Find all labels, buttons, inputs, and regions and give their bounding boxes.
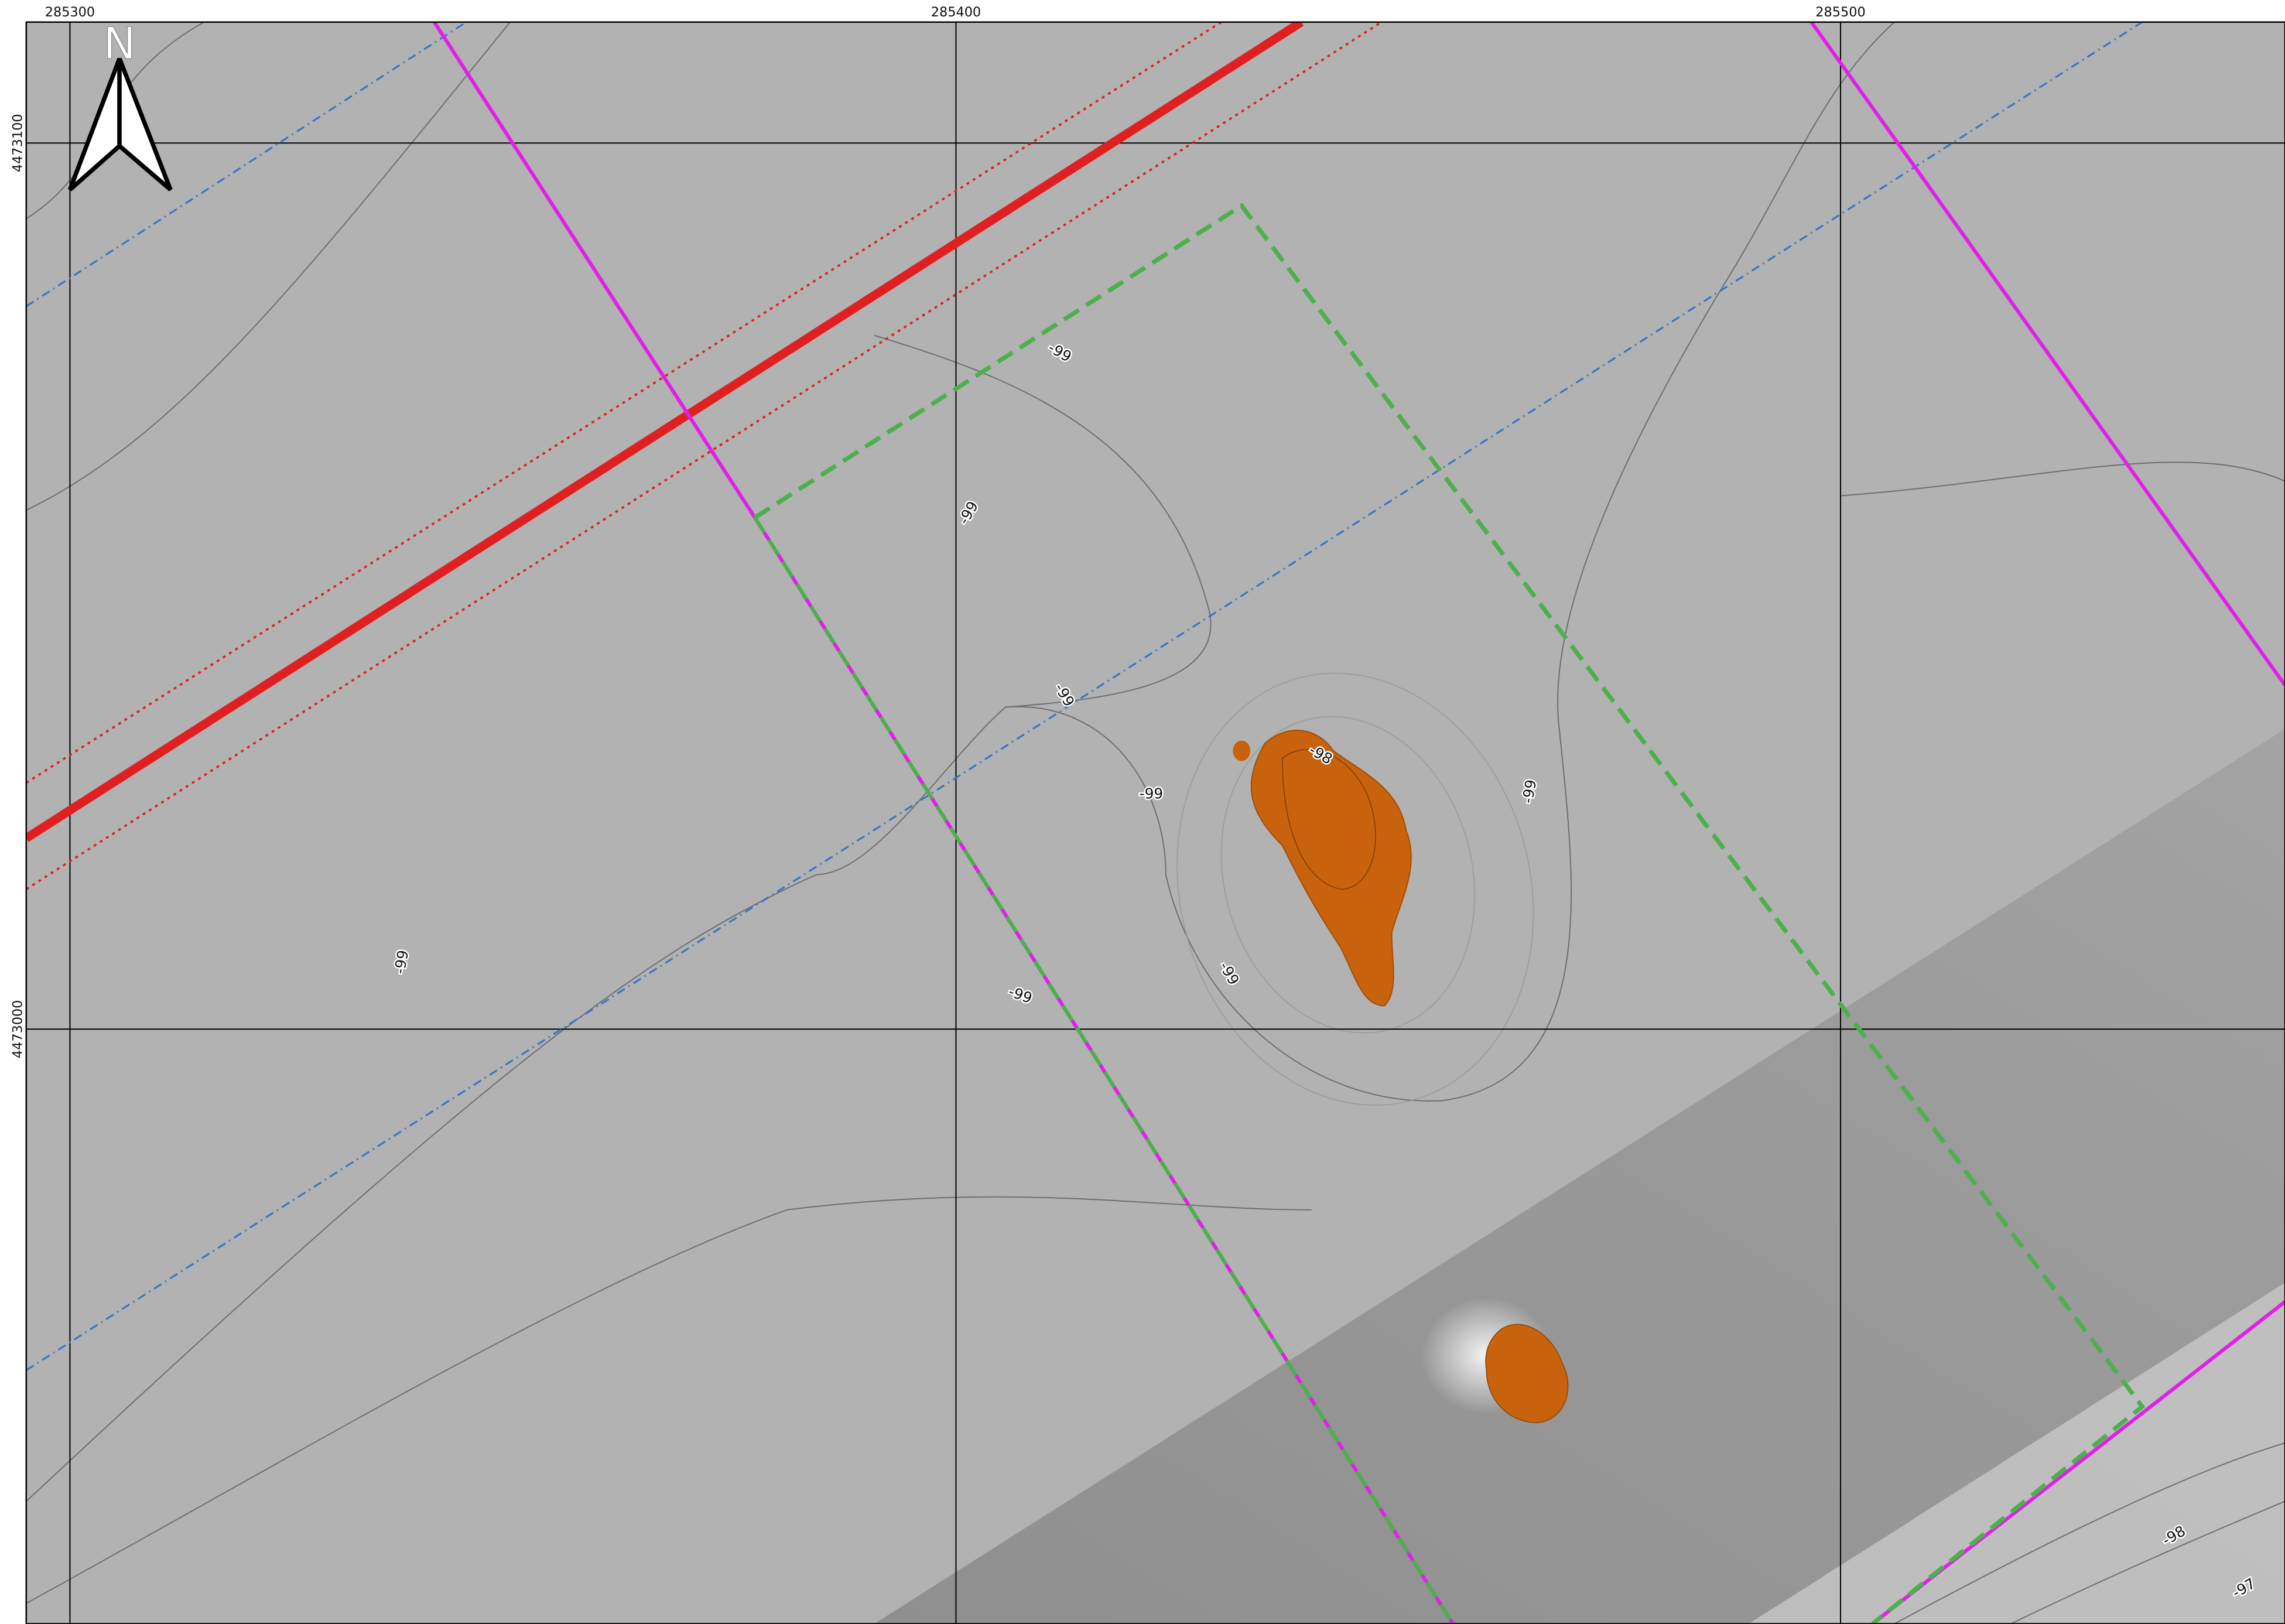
contours bbox=[26, 22, 2285, 1624]
shallow-area bbox=[1749, 1283, 2285, 1624]
feature bbox=[1233, 740, 1251, 761]
contour-label: -99 bbox=[1140, 785, 1164, 802]
grid bbox=[26, 22, 2285, 1624]
feature bbox=[1250, 730, 1412, 1007]
y-grid-label: 4473000 bbox=[10, 1000, 25, 1058]
cable-route bbox=[26, 22, 1304, 842]
north-label: N bbox=[103, 18, 136, 69]
x-grid-label: 285400 bbox=[931, 5, 981, 20]
y-grid-label: 4473100 bbox=[10, 114, 25, 172]
grid-labels: 285300 285400 285500 4473100 4473000 bbox=[10, 5, 1865, 1058]
x-grid-label: 285500 bbox=[1815, 5, 1865, 20]
map-body: -99-99-99-99-98-99-99-99-99-98-97 N bbox=[26, 18, 2285, 1624]
dash-dot-line bbox=[26, 22, 2143, 1371]
magenta-line bbox=[432, 22, 757, 519]
arrow-right bbox=[117, 57, 173, 192]
magenta-line bbox=[1809, 22, 2285, 686]
feature-contour bbox=[1282, 749, 1376, 890]
dash-dot-line bbox=[26, 22, 467, 307]
survey-area bbox=[754, 203, 2146, 1624]
dotted-boundary bbox=[26, 22, 1222, 784]
north-arrow: N bbox=[67, 18, 173, 192]
x-grid-label: 285300 bbox=[45, 5, 95, 20]
dotted-boundary bbox=[26, 22, 1383, 890]
survey-area bbox=[753, 517, 1455, 1624]
survey-band bbox=[874, 729, 2285, 1624]
feature bbox=[1485, 1324, 1569, 1423]
